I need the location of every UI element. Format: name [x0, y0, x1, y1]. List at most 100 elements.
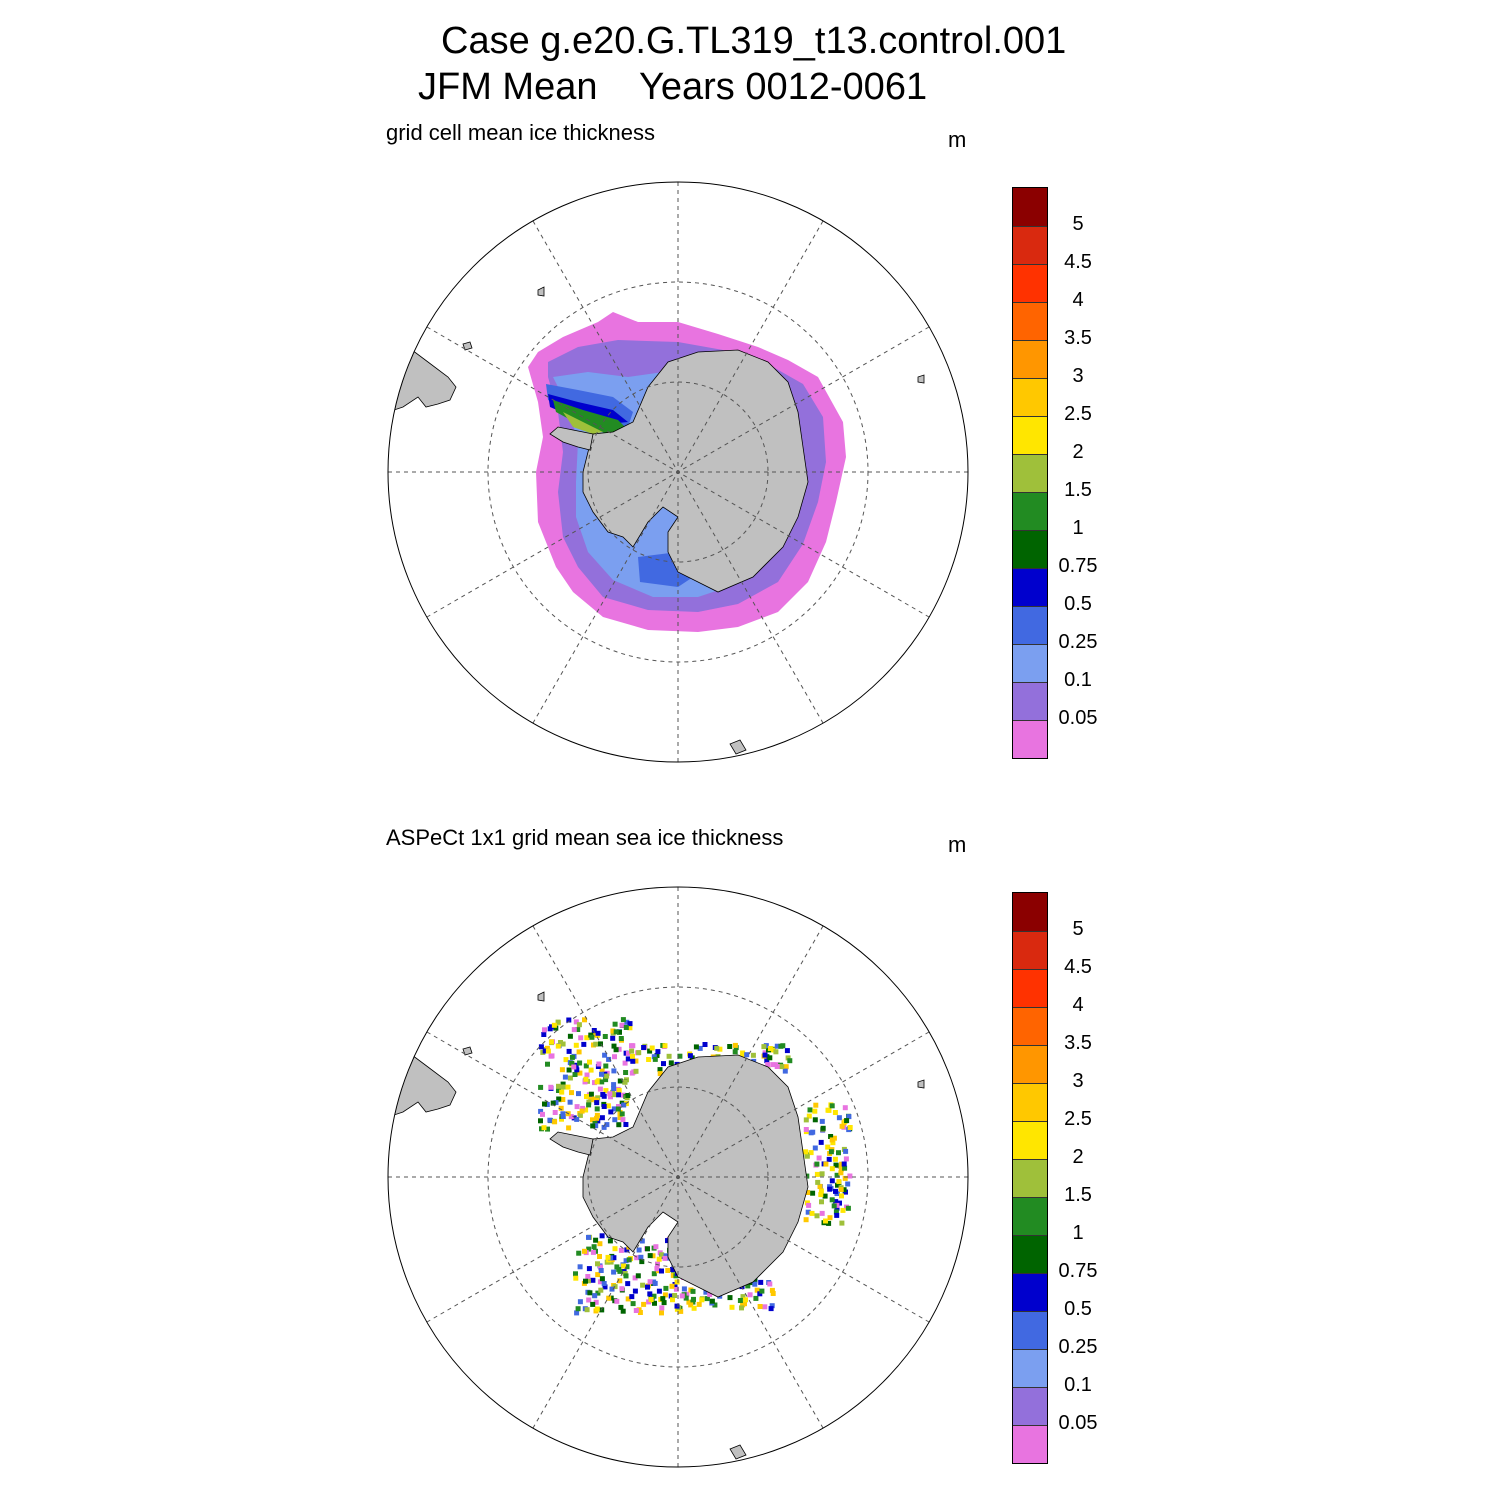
observation-cell — [617, 1278, 623, 1284]
observation-cell — [653, 1244, 659, 1250]
observation-cell — [740, 1302, 746, 1308]
observation-cell — [584, 1307, 590, 1313]
observation-cell — [702, 1042, 708, 1047]
island-south-georgia — [537, 286, 545, 297]
observation-cell — [613, 1029, 619, 1035]
observation-cell — [780, 1043, 786, 1049]
observation-cell — [579, 1108, 585, 1114]
observation-cell — [597, 1279, 603, 1285]
main-title-line1: Case g.e20.G.TL319_t13.control.001 — [441, 20, 1067, 62]
observation-cell — [661, 1061, 666, 1067]
observation-cell — [548, 1053, 554, 1059]
observation-cell — [598, 1264, 603, 1270]
observation-cell — [846, 1114, 852, 1120]
observation-cell — [595, 1095, 601, 1101]
observation-cell — [641, 1045, 647, 1050]
observation-cell — [625, 1050, 631, 1056]
observation-cell — [739, 1305, 744, 1311]
observation-cell — [842, 1165, 848, 1171]
observation-cell — [542, 1101, 547, 1107]
observation-cell — [813, 1102, 819, 1108]
observation-cell — [593, 1299, 599, 1305]
observation-cell — [577, 1060, 583, 1066]
colorbar-swatch — [1013, 1311, 1047, 1349]
colorbar-tick-label: 0.25 — [1058, 631, 1098, 653]
observation-cell — [761, 1044, 767, 1050]
observation-cell — [673, 1286, 679, 1292]
observation-cell — [575, 1027, 581, 1032]
colorbar-swatch — [1013, 1349, 1047, 1387]
observation-cell — [827, 1186, 833, 1192]
colorbar-swatch — [1013, 530, 1047, 568]
observation-cell — [548, 1039, 554, 1045]
observation-cell — [558, 1040, 563, 1045]
observation-cell — [593, 1237, 599, 1243]
observation-cell — [556, 1083, 561, 1089]
observation-cell — [839, 1193, 844, 1199]
observation-cell — [559, 1116, 564, 1122]
observation-cell — [623, 1025, 629, 1030]
observation-cell — [834, 1212, 840, 1218]
observation-cell — [641, 1301, 647, 1307]
observation-cell — [627, 1021, 633, 1027]
observation-cell — [833, 1209, 839, 1215]
colorbar-tick-label: 1.5 — [1064, 1184, 1092, 1206]
observation-cell — [538, 1118, 543, 1124]
observation-cell — [670, 1272, 676, 1278]
observation-cell — [822, 1193, 828, 1199]
observation-cell — [629, 1070, 635, 1076]
observation-cell — [662, 1255, 668, 1261]
observation-cell — [826, 1156, 832, 1162]
observation-cell — [810, 1190, 816, 1196]
observation-cell — [691, 1296, 696, 1302]
observation-cell — [659, 1268, 664, 1274]
observation-cell — [744, 1052, 750, 1058]
observation-cell — [650, 1253, 656, 1259]
observation-cell — [590, 1117, 595, 1123]
observation-cell — [699, 1297, 705, 1303]
observation-cell — [559, 1067, 565, 1073]
observation-cell — [541, 1125, 547, 1131]
observation-cell — [767, 1046, 773, 1051]
observation-cell — [732, 1042, 738, 1048]
observation-cell — [836, 1150, 841, 1156]
observation-cell — [818, 1192, 824, 1198]
observation-cell — [670, 1297, 675, 1303]
observation-cell — [584, 1094, 589, 1099]
observation-cell — [808, 1150, 814, 1156]
observation-cell — [632, 1288, 638, 1294]
observation-cell — [597, 1086, 603, 1092]
observation-cell — [560, 1114, 566, 1119]
map-boundary — [387, 181, 969, 763]
observation-cell — [652, 1056, 658, 1062]
observation-cell — [840, 1207, 846, 1213]
observation-cell — [606, 1056, 612, 1062]
observation-cell — [770, 1062, 776, 1068]
observation-cell — [656, 1256, 662, 1262]
observation-cell — [606, 1295, 612, 1301]
observation-cell — [785, 1055, 791, 1061]
observation-cell — [583, 1063, 589, 1069]
observation-cell — [652, 1300, 657, 1306]
observation-cell — [574, 1116, 580, 1122]
observation-cell — [623, 1258, 629, 1264]
observation-cell — [602, 1052, 608, 1058]
observation-cell — [662, 1043, 668, 1049]
island-kerguelen — [917, 1079, 925, 1089]
observation-cell — [646, 1057, 652, 1062]
observation-cell — [835, 1182, 840, 1188]
observation-cell — [567, 1075, 573, 1081]
observation-cell — [556, 1096, 562, 1102]
antarctic-peninsula — [549, 426, 594, 451]
observation-cell — [829, 1178, 835, 1184]
observation-cell — [844, 1118, 850, 1124]
observation-cell — [750, 1052, 756, 1058]
observation-cell — [604, 1073, 610, 1079]
observation-cell — [598, 1287, 604, 1293]
observation-cell — [847, 1173, 853, 1179]
colorbar-tick-label: 1 — [1072, 517, 1084, 539]
observation-cell — [829, 1103, 835, 1109]
observation-cell — [540, 1111, 545, 1117]
observation-cell — [604, 1122, 610, 1128]
observation-cell — [770, 1291, 776, 1296]
